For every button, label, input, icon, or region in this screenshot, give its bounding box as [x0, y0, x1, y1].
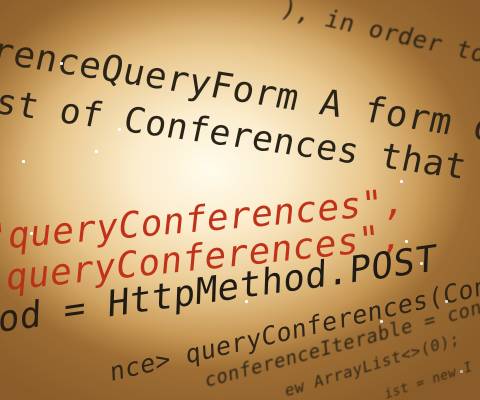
sparkle — [380, 320, 383, 323]
sparkle — [445, 300, 448, 303]
sparkle — [60, 62, 63, 65]
sparkle — [118, 128, 121, 131]
sparkle — [400, 180, 403, 183]
sparkle — [22, 160, 25, 163]
sparkle — [460, 370, 463, 373]
sparkle — [405, 240, 408, 243]
code-line: ), in order to r — [277, 0, 480, 75]
sparkle — [420, 262, 423, 265]
sparkle — [95, 150, 98, 153]
sparkle — [245, 300, 248, 303]
sparkle — [30, 232, 33, 235]
